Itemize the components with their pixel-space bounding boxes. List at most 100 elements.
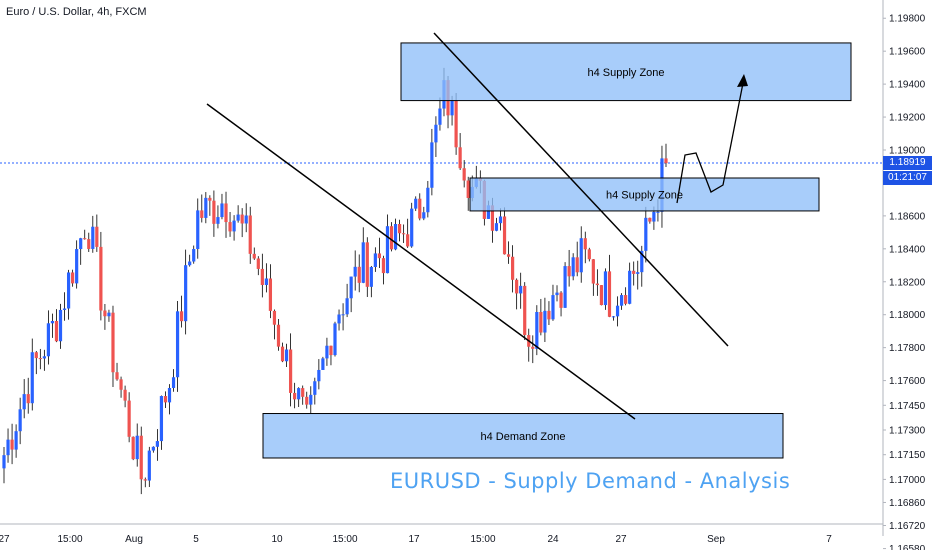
candle-body: [664, 158, 668, 164]
candle-body: [539, 311, 543, 333]
candle-body: [656, 211, 660, 213]
upper-trendline[interactable]: [433, 32, 729, 347]
candle-body: [414, 198, 418, 209]
candle-body: [71, 272, 75, 284]
candle-body: [297, 388, 301, 400]
candle-body: [486, 205, 490, 219]
candle-body: [111, 312, 115, 373]
projection-arrowhead: [737, 74, 748, 87]
candle-body: [563, 266, 567, 308]
zone-rect[interactable]: [469, 177, 820, 212]
candle-body: [184, 265, 188, 322]
candle-body: [644, 217, 648, 251]
candle-body: [22, 394, 26, 410]
candle-body: [583, 238, 587, 250]
candle-body: [434, 124, 438, 143]
candle-body: [34, 352, 38, 359]
lower-trendline[interactable]: [206, 103, 636, 420]
candle-body: [373, 253, 377, 267]
candle-body: [466, 180, 470, 198]
time-tick-labels: 27 15:00 Aug 5 10 15:00 17 15:00 24 27 Sep 7: [0, 534, 832, 545]
candle-body: [143, 479, 147, 481]
time-tick-label: 7: [826, 534, 832, 545]
candle-body: [42, 356, 46, 359]
candle-body: [115, 372, 119, 380]
zone-label: h4 Demand Zone: [481, 431, 566, 443]
candle-body: [591, 259, 595, 284]
price-tick-label: 1.17450: [889, 401, 926, 412]
candle-body: [188, 261, 192, 266]
candle-body: [268, 278, 273, 311]
candle-body: [313, 381, 317, 395]
candle-body: [615, 305, 620, 317]
candle-body: [381, 258, 386, 274]
bar-countdown-tag: 01:21:07: [883, 171, 932, 185]
candle-body: [91, 226, 95, 249]
zone-rect[interactable]: [262, 413, 784, 459]
candle-body: [200, 210, 204, 218]
candle-body: [46, 323, 51, 357]
candle-body: [26, 394, 30, 404]
candle-body: [430, 142, 434, 188]
candle-body: [155, 441, 159, 447]
candle-body: [607, 271, 612, 317]
price-tick-label: 1.17000: [889, 475, 926, 486]
candle-body: [543, 310, 547, 333]
candle-body: [438, 108, 442, 125]
candle-body: [264, 278, 268, 285]
candle-body: [175, 311, 180, 378]
candle-body: [66, 272, 71, 309]
candle-body: [248, 215, 252, 254]
candle-body: [410, 208, 414, 247]
candle-body: [353, 266, 357, 277]
candle-body: [123, 389, 127, 401]
candle-body: [393, 223, 398, 250]
price-tick-label: 1.19600: [889, 47, 926, 58]
candle-body: [341, 314, 345, 316]
candle-body: [127, 400, 131, 437]
candle-body: [632, 270, 636, 274]
projection-arrow-path[interactable]: [676, 77, 745, 204]
candle-body: [220, 203, 224, 218]
candle-body: [180, 311, 184, 322]
candle-body: [216, 217, 220, 224]
candle-body: [301, 388, 305, 397]
candle-body: [611, 316, 616, 318]
candle-body: [6, 439, 10, 456]
zone-rect[interactable]: [400, 42, 852, 102]
candle-body: [531, 346, 535, 349]
time-tick-label: 24: [547, 534, 559, 545]
time-tick-label: 10: [271, 534, 283, 545]
candle-body: [337, 314, 341, 324]
candle-body: [559, 292, 563, 308]
time-tick-label: 5: [193, 534, 199, 545]
candle-body: [99, 246, 103, 311]
candle-body: [587, 249, 591, 260]
symbol-label: Euro / U.S. Dollar, 4h, FXCM: [6, 6, 147, 18]
price-tick-label: 1.18200: [889, 277, 926, 288]
candle-body: [83, 238, 87, 240]
time-tick-label: 17: [408, 534, 420, 545]
candle-body: [260, 268, 264, 285]
price-tick-label: 1.18600: [889, 211, 926, 222]
zone-layer: h4 Supply Zone h4 Supply Zone h4 Demand Zo…: [262, 42, 852, 459]
candle-body: [349, 276, 353, 299]
time-tick-label: 27: [615, 534, 627, 545]
candle-body: [58, 309, 63, 342]
candle-body: [547, 310, 551, 320]
candle-body: [345, 298, 349, 315]
price-tick-label: 1.17300: [889, 425, 926, 436]
candle-body: [494, 223, 499, 231]
candle-body: [636, 272, 640, 274]
candle-body: [462, 168, 466, 181]
candle-body: [95, 226, 99, 247]
candle-body: [2, 455, 6, 469]
candle-body: [361, 242, 365, 283]
time-tick-label: Aug: [125, 534, 143, 545]
candle-body: [192, 249, 196, 262]
candle-body: [252, 253, 256, 259]
candle-body: [515, 279, 519, 294]
candle-body: [18, 409, 22, 432]
price-tick-label: 1.17150: [889, 450, 926, 461]
